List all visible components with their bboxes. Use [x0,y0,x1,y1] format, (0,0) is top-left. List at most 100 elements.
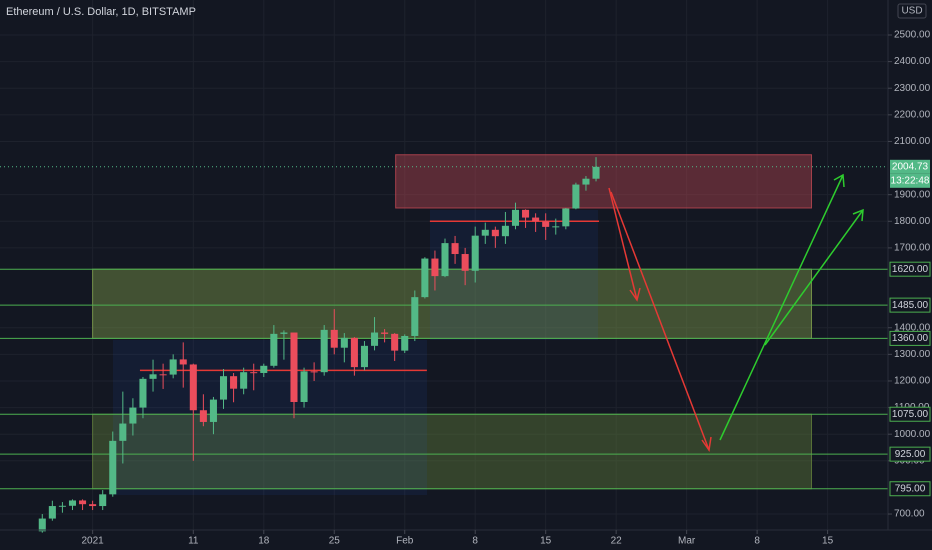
candle-body [552,226,560,228]
candle-body [391,333,399,351]
level-label: 1360.00 [892,333,929,344]
level-label: 1620.00 [892,264,929,275]
zones [92,154,812,490]
candle-body [350,337,358,368]
candles [38,157,600,533]
arrow-head [833,173,845,188]
candle-body [240,372,248,389]
candle-body [99,494,107,507]
grid [0,0,888,530]
level-label-box [889,330,931,346]
x-tick-label: 15 [822,536,834,547]
chart-title: Ethereum / U.S. Dollar, 1D, BITSTAMP [6,6,196,18]
candle-body [562,208,570,227]
zone [395,154,812,209]
candle-body [280,332,288,334]
zone [92,413,812,490]
candle-body [411,297,419,336]
candle-body [381,332,389,334]
candle-body [38,518,46,532]
zone [92,268,812,339]
candle-body [431,258,439,277]
candle-body [209,399,217,422]
candle-body [189,364,197,411]
candle-body [522,209,530,218]
arrows [608,173,864,452]
candle-body [270,333,278,366]
y-tick-label: 2500.00 [894,30,931,41]
candle-body [119,423,127,441]
candle-body [68,500,77,506]
arrow-head [701,436,712,452]
candle-body [501,225,509,237]
countdown-box [890,173,930,188]
arrow [764,209,864,346]
level-label: 1075.00 [892,409,929,420]
currency-button[interactable] [897,3,927,19]
y-tick-label: 1000.00 [894,429,931,440]
arrow [608,187,638,301]
x-tick-label: Feb [396,536,414,547]
level-label: 1485.00 [892,300,929,311]
candle-body [572,184,580,209]
last-price-label: 2004.73 [892,161,929,172]
x-tick-label: Mar [678,536,696,547]
y-tick-label: 2400.00 [894,56,931,67]
x-tick-label: 2021 [82,536,105,547]
candle-body [371,332,379,346]
candle-body [58,505,66,507]
x-tick-label: 11 [188,536,199,547]
level-label-box [889,481,931,497]
candle-body [149,374,157,379]
candle-body [542,221,550,227]
candle-body [179,359,187,365]
x-tick-label: 25 [329,536,341,547]
candle-body [79,500,87,505]
volume-profile-range [113,340,427,495]
candle-body [491,229,499,237]
candle-body [360,345,368,368]
last-price-box [890,159,930,174]
level-label-box [889,261,931,277]
candle-body [582,178,590,185]
candle-body [330,329,338,348]
candle-body [89,504,97,507]
candle-body [300,371,308,402]
candle-body [139,378,147,408]
y-tick-label: 1700.00 [894,243,931,254]
level-label: 795.00 [895,483,926,494]
candle-body [199,410,207,422]
currency-label[interactable]: USD [901,6,922,17]
x-tick-label: 18 [258,536,270,547]
candle-body [511,209,520,226]
x-tick-label: 8 [472,536,478,547]
candle-body [219,376,228,400]
candle-body [471,235,479,271]
volume-profile-range [430,210,598,340]
y-tick-label: 2300.00 [894,83,931,94]
candle-body [532,217,540,222]
candle-body [310,371,318,373]
candle-body [250,372,258,374]
y-tick-label: 2100.00 [894,136,931,147]
x-tick-label: 8 [754,536,760,547]
candle-body [461,254,469,271]
candle-body [401,335,409,351]
candle-body [260,365,268,373]
candle-body [320,329,328,373]
y-tick-label: 1200.00 [894,376,931,387]
candle-body [159,374,167,376]
level-label-box [889,297,931,313]
arrow [610,191,710,451]
x-tick-label: 15 [540,536,552,547]
candle-body [340,337,348,348]
y-tick-label: 1800.00 [894,216,931,227]
candle-body [169,359,177,375]
candle-body [129,407,137,424]
candle-body [481,229,489,236]
level-label: 925.00 [895,449,926,460]
axes: 700.00900.001000.001100.001200.001300.00… [82,30,931,547]
arrow-head [629,287,641,302]
